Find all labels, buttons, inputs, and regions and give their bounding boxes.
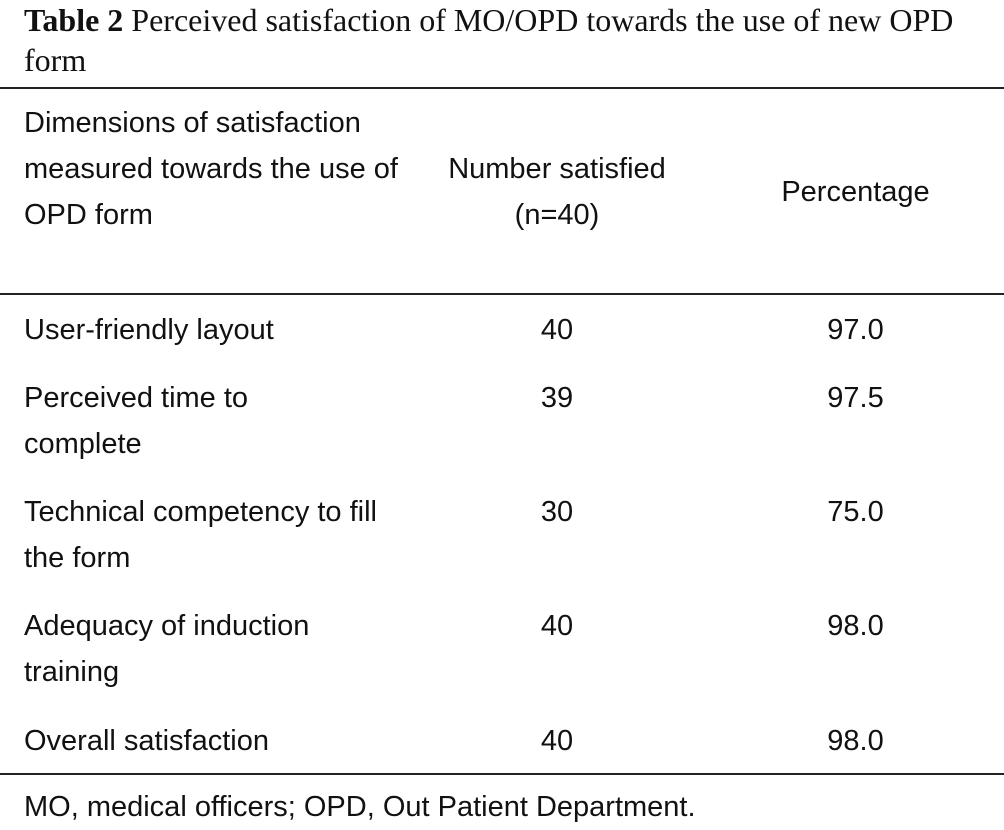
- table-title: Perceived satisfaction of MO/OPD towards…: [24, 2, 954, 78]
- header-rule: [0, 293, 1004, 295]
- row-number: 39: [540, 382, 574, 414]
- header-dimension: Dimensions of satisfaction measured towa…: [24, 107, 398, 231]
- top-rule: [0, 87, 1004, 89]
- row-number: 30: [540, 496, 574, 528]
- table-label: Table 2: [24, 2, 124, 38]
- row-percentage: 97.0: [827, 314, 884, 346]
- row-dimension: Perceived time to complete: [24, 382, 249, 460]
- row-percentage: 75.0: [827, 496, 884, 528]
- table-footnote: MO, medical officers; OPD, Out Patient D…: [24, 791, 696, 823]
- row-percentage: 97.5: [827, 382, 884, 414]
- row-dimension: Adequacy of induction training: [24, 610, 310, 688]
- row-number: 40: [540, 725, 574, 757]
- header-number-satisfied: Number satisfied (n=40): [448, 153, 666, 231]
- table-caption: Table 2 Perceived satisfaction of MO/OPD…: [24, 0, 999, 80]
- header-percentage: Percentage: [781, 176, 930, 208]
- row-number: 40: [540, 610, 574, 642]
- row-number: 40: [540, 314, 574, 346]
- row-percentage: 98.0: [827, 725, 884, 757]
- row-percentage: 98.0: [827, 610, 884, 642]
- bottom-rule: [0, 773, 1004, 775]
- row-dimension: User-friendly layout: [24, 314, 274, 346]
- row-dimension: Technical competency to fill the form: [24, 496, 377, 574]
- row-dimension: Overall satisfaction: [24, 725, 269, 757]
